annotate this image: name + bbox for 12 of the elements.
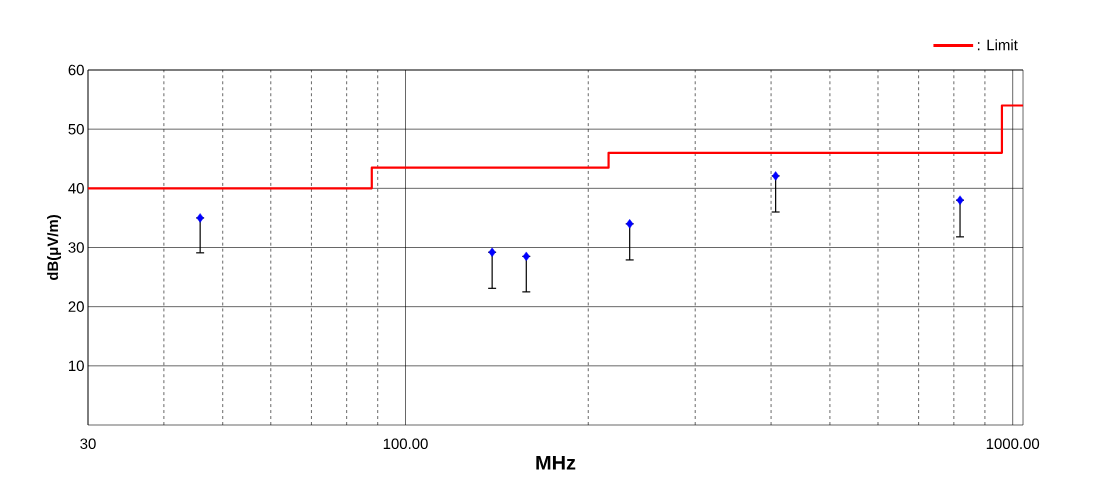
y-axis-title: dB(μV/m) <box>47 215 62 281</box>
y-tick-label: 20 <box>68 301 84 312</box>
y-tick-label: 30 <box>68 242 84 253</box>
x-axis-title: MHz <box>536 455 576 470</box>
y-tick-label: 50 <box>68 123 84 135</box>
y-tick-label: 60 <box>68 64 84 76</box>
x-tick-label: 30 <box>80 438 96 450</box>
legend-label: : Limit <box>977 39 1018 51</box>
x-tick-label: 100.00 <box>383 438 428 450</box>
x-tick-label: 1000.00 <box>986 438 1040 450</box>
y-tick-label: 40 <box>68 183 84 194</box>
y-tick-label: 10 <box>69 360 84 372</box>
